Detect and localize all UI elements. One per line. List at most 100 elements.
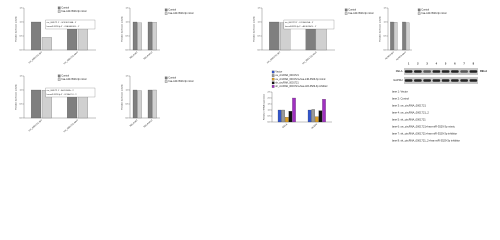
legend-swatch	[57, 74, 61, 78]
blot-strip	[404, 77, 478, 84]
y-tick-label: 1.0	[267, 110, 271, 112]
lane-legend: lane 4: oe_circRNA_0001721_2	[392, 111, 429, 115]
y-axis-label: Relative luciferase activity	[379, 16, 382, 42]
y-axis-label: Relative luciferase activity	[15, 16, 18, 42]
y-tick-label: 1.0	[125, 22, 129, 24]
figure: 0.0 0.5 1.0 1.5 Relative luciferase activity…	[15, 6, 488, 143]
y-tick-label: 1.5	[125, 8, 129, 10]
legend-swatch	[271, 85, 275, 88]
y-tick-label: 0.0	[267, 122, 271, 124]
legend-swatch	[417, 12, 421, 15]
legend-label: oe_circRNA_0001721	[275, 74, 299, 77]
legend-swatch	[164, 12, 168, 15]
y-tick-label: 0.5	[125, 104, 129, 106]
y-tick-label: 0.5	[125, 36, 129, 38]
annotation-text: hsa-miR-3529-3p 3' ...UCGACCU... 5'	[47, 93, 78, 96]
annotation-box	[45, 19, 96, 30]
lane-legend: lane 2: Control	[392, 97, 409, 101]
x-tick-label: RELA-MUT	[143, 118, 154, 128]
lane-legend: lane 3: oe_circRNA_0001721	[392, 104, 426, 108]
lane-legend: lane 8: sh_circRNA_0001721_2+hsa-miR-352…	[392, 139, 460, 143]
legend-label: hsa-miR-3529-3p mimic	[61, 10, 87, 13]
y-tick-label: 1.0	[383, 22, 387, 24]
bar	[147, 21, 153, 51]
y-tick-label: 1.5	[383, 8, 387, 10]
y-tick-label: 1.5	[125, 76, 129, 78]
row-label: GAPDH	[393, 78, 402, 82]
lane-legend: lane 5: sh_circRNA_0001721	[392, 118, 426, 122]
y-axis-label: Relative luciferase activity	[15, 84, 18, 110]
legend-swatch	[271, 70, 275, 74]
bar	[31, 89, 42, 119]
band	[432, 79, 441, 82]
x-tick-label: RELA-MUT	[143, 50, 154, 60]
legend-swatch	[271, 74, 275, 77]
lane-number: 6	[454, 62, 456, 66]
bar	[307, 109, 312, 123]
x-tick-label: RELA-WT	[129, 118, 139, 127]
legend-swatch	[271, 77, 275, 81]
legend-swatch	[57, 6, 61, 10]
legend-label: Control	[421, 9, 429, 12]
y-tick-label: 1.5	[19, 8, 23, 10]
bar	[390, 21, 394, 51]
x-tick-label: circ_0001721-WT	[266, 50, 282, 64]
x-tick-label: circ_0001721-MUT	[63, 50, 80, 65]
y-axis-label: Relative luciferase activity	[121, 16, 124, 42]
legend-label: hsa-miR-3529-3p mimic	[348, 12, 374, 15]
bar	[269, 21, 280, 51]
y-tick-label: 0.0	[125, 50, 129, 52]
band	[432, 70, 441, 73]
band	[441, 70, 450, 73]
x-tick-label: RELA	[282, 123, 289, 129]
legend-label: Control	[348, 9, 356, 12]
y-tick-label: 0.0	[383, 50, 387, 52]
lane-number: 5	[445, 62, 447, 66]
x-tick-label: circ_0001721-MUT	[63, 118, 80, 133]
band	[423, 70, 431, 73]
lane-legend: lane 1: Vector	[392, 90, 408, 94]
y-tick-label: 2.5	[267, 92, 271, 94]
bar	[311, 109, 315, 123]
y-tick-label: 1.0	[19, 22, 23, 24]
annotation-text: circ_0001721 5' ...UCCAGUGA... 3'	[285, 21, 314, 24]
band	[414, 70, 422, 73]
bar	[281, 109, 285, 123]
bar	[402, 21, 406, 51]
y-tick-label: 0.5	[19, 104, 23, 106]
annotation-text: hsa-miR-3529-3p 3' ...AGGUCACU... 5'	[285, 25, 317, 28]
lane-number: 1	[408, 62, 410, 66]
x-tick-label: NLRP3-MUT	[396, 51, 407, 61]
legend-label: hsa-miR-3529-3p mimic	[168, 80, 194, 83]
legend-swatch	[57, 10, 61, 13]
y-tick-label: 1.5	[19, 76, 23, 78]
lane-number: 2	[417, 62, 419, 66]
y-tick-label: 0.5	[19, 36, 23, 38]
annotation-box	[45, 87, 96, 98]
y-tick-label: 0.5	[257, 36, 261, 38]
legend-swatch	[271, 81, 275, 85]
lane-number: 3	[426, 62, 428, 66]
band	[451, 70, 459, 73]
bar	[152, 22, 157, 51]
legend-swatch	[344, 12, 348, 15]
y-tick-label: 0.5	[383, 36, 387, 38]
x-tick-label: NLRP3	[311, 123, 318, 130]
lane-number: 7	[463, 62, 465, 66]
y-axis-label: Relative luciferase activity	[253, 16, 256, 42]
band	[404, 70, 413, 73]
annotation-box	[283, 19, 335, 30]
y-tick-label: 0.0	[125, 118, 129, 120]
band	[469, 79, 478, 82]
band	[423, 79, 431, 82]
y-tick-label: 1.5	[267, 104, 271, 106]
legend-swatch	[164, 80, 168, 83]
y-tick-label: 1.0	[19, 90, 23, 92]
x-tick-label: circ_0001721-WT	[28, 50, 44, 64]
bar	[288, 111, 293, 123]
y-tick-label: 0.0	[19, 118, 23, 120]
y-axis-label: Relative mRNA expression	[263, 93, 266, 120]
x-tick-label: circ_0001721-WT	[28, 118, 44, 132]
bar	[322, 99, 326, 123]
legend-swatch	[417, 8, 421, 12]
